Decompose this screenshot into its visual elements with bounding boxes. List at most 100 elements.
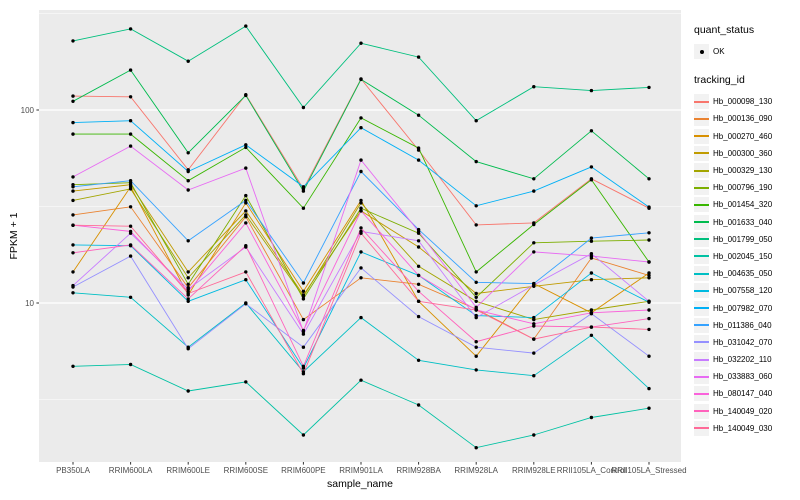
series-line-swatch (694, 341, 709, 344)
legend-label-ok: OK (713, 47, 725, 57)
series-line-swatch (694, 169, 709, 172)
x-tick-label: RRIM928LA (454, 466, 498, 475)
legend-key-box (694, 44, 709, 60)
legend-tracking-rows: Hb_000098_130 Hb_000136_090 Hb_000270_460 H… (694, 93, 800, 437)
data-point-marker (474, 119, 478, 123)
data-point-marker (71, 283, 75, 288)
data-point-marker (416, 273, 421, 278)
data-point-marker (647, 260, 651, 264)
data-point-marker (647, 273, 651, 278)
data-point-marker (128, 224, 133, 228)
data-point-marker (244, 198, 248, 203)
data-point-marker (532, 222, 536, 227)
data-point-marker (301, 372, 306, 376)
data-point-marker (474, 354, 478, 358)
data-point-marker (647, 276, 651, 280)
data-point-marker (71, 213, 75, 217)
data-point-marker (359, 201, 363, 205)
legend-label: Hb_140049_030 (713, 423, 773, 433)
data-point-marker (244, 193, 248, 198)
legend-title-quant-status: quant_status (694, 24, 755, 36)
data-point-marker (359, 158, 363, 162)
data-point-marker (474, 308, 478, 312)
data-point-marker (301, 206, 306, 210)
data-point-marker (532, 374, 536, 378)
data-point-marker (186, 389, 190, 393)
data-point-marker (474, 368, 478, 372)
data-point-marker (532, 351, 536, 355)
legend-row-Hb_011386_040: Hb_011386_040 (694, 317, 800, 334)
point-marker-icon (699, 49, 704, 54)
data-point-marker (71, 198, 75, 203)
series-line-swatch (694, 427, 709, 430)
legend-label: Hb_000136_090 (713, 114, 773, 124)
legend-label: Hb_001799_050 (713, 234, 773, 244)
data-point-marker (359, 276, 363, 280)
data-point-marker (416, 239, 421, 243)
legend-key-box (694, 214, 709, 230)
data-point-marker (71, 99, 75, 104)
legend-row-Hb_000329_130: Hb_000329_130 (694, 162, 800, 179)
data-point-marker (416, 299, 421, 303)
data-point-marker (301, 185, 306, 189)
data-point-marker (416, 245, 421, 249)
legend-row-Hb_004635_050: Hb_004635_050 (694, 265, 800, 282)
legend-row-Hb_032202_110: Hb_032202_110 (694, 351, 800, 368)
data-point-marker (647, 386, 651, 391)
data-point-marker (589, 88, 594, 93)
legend-row-Hb_080147_040: Hb_080147_040 (694, 385, 800, 402)
data-point-marker (186, 179, 190, 183)
data-point-marker (301, 297, 306, 301)
data-point-marker (244, 209, 248, 213)
data-point-marker (71, 291, 75, 295)
data-point-marker (647, 205, 651, 209)
data-point-marker (128, 119, 133, 123)
data-point-marker (359, 41, 363, 45)
data-point-marker (128, 144, 133, 148)
data-point-marker (416, 229, 421, 234)
data-point-marker (589, 333, 594, 337)
data-point-marker (589, 178, 594, 182)
data-point-marker (532, 433, 536, 437)
data-point-marker (532, 324, 536, 328)
data-point-marker (128, 229, 133, 234)
data-point-marker (128, 95, 133, 99)
data-point-marker (301, 294, 306, 299)
data-point-marker (474, 315, 478, 320)
legend-key-box (694, 128, 709, 144)
legend-row-Hb_000796_190: Hb_000796_190 (694, 179, 800, 196)
legend-quant-status: quant_status OK (694, 24, 800, 60)
data-point-marker (186, 169, 190, 174)
data-point-marker (589, 271, 594, 275)
legend-label: Hb_000300_360 (713, 148, 773, 158)
legend-row-Hb_007982_070: Hb_007982_070 (694, 299, 800, 316)
data-point-marker (416, 314, 421, 319)
series-line-swatch (694, 272, 709, 275)
data-point-marker (301, 105, 306, 110)
data-point-marker (244, 145, 248, 150)
data-point-marker (474, 295, 478, 299)
data-point-marker (589, 252, 594, 256)
data-point-marker (128, 205, 133, 209)
data-point-marker (359, 206, 363, 210)
legend-key-box (694, 231, 709, 247)
data-point-marker (186, 59, 190, 63)
data-point-marker (186, 276, 190, 280)
legend-key-box (694, 266, 709, 282)
x-tick-label: RRIM600LE (166, 466, 210, 475)
data-point-marker (359, 169, 363, 174)
legend-row-Hb_001799_050: Hb_001799_050 (694, 231, 800, 248)
legend-row-Hb_000300_360: Hb_000300_360 (694, 145, 800, 162)
data-point-marker (359, 266, 363, 270)
data-point-marker (128, 132, 133, 136)
legend-label: Hb_033883_060 (713, 372, 773, 382)
legend-label: Hb_007982_070 (713, 303, 773, 313)
legend-key-box (694, 369, 709, 385)
y-tick-label: 100 (20, 105, 34, 115)
data-point-marker (359, 116, 363, 120)
data-point-marker (589, 415, 594, 420)
data-point-marker (359, 126, 363, 130)
data-point-marker (71, 364, 75, 368)
data-point-marker (301, 328, 306, 333)
data-point-marker (301, 317, 306, 322)
